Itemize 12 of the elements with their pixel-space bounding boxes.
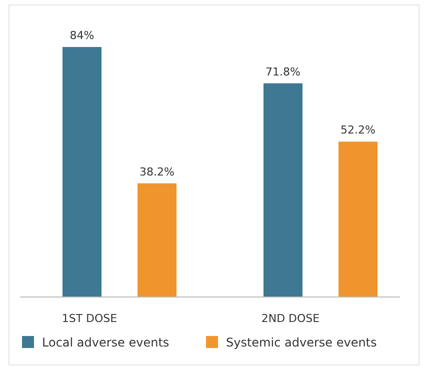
legend-label: Systemic adverse events: [226, 336, 377, 350]
data-label: 52.2%: [340, 124, 376, 137]
data-label: 38.2%: [140, 165, 174, 178]
data-label: 71.8%: [266, 65, 300, 78]
x-tick-label: 1ST DOSE: [62, 312, 118, 325]
bar: [338, 142, 378, 297]
bar: [264, 83, 303, 297]
bar: [137, 183, 176, 297]
legend-label: Local adverse events: [42, 336, 170, 350]
data-label: 84%: [70, 29, 94, 42]
x-tick-label: 2ND DOSE: [261, 312, 320, 325]
bar: [62, 47, 102, 297]
